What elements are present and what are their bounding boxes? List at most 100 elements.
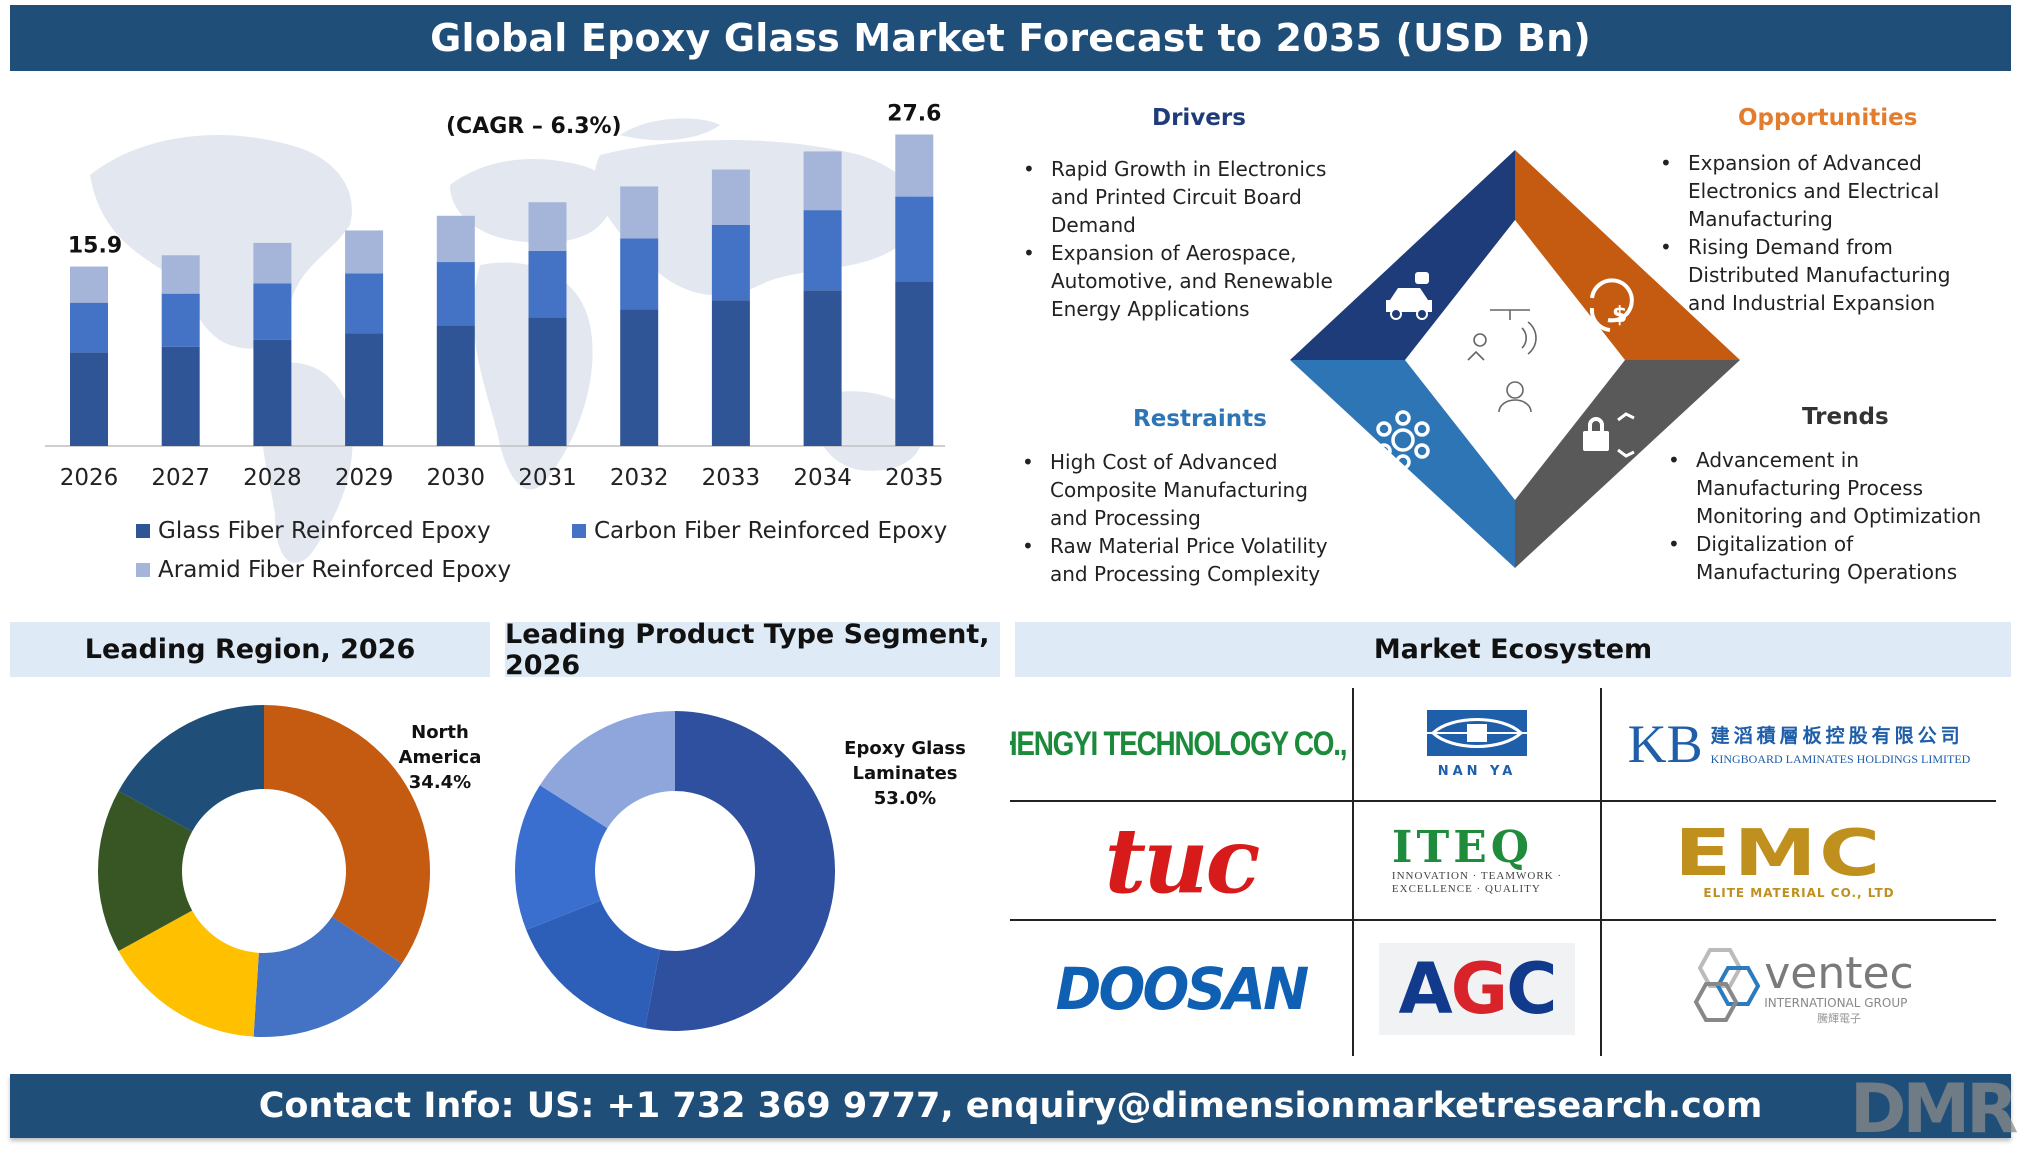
legend-label-glass: Glass Fiber Reinforced Epoxy [158,518,491,544]
legend-swatch-aramid [136,563,150,577]
restraints-item: Raw Material Price Volatility and Proces… [1022,532,1342,588]
emc-subtitle: ELITE MATERIAL CO., LTD [1703,885,1895,900]
restraints-list: High Cost of Advanced Composite Manufact… [1022,448,1342,588]
ventec-chinese-name: 騰輝電子 [1816,1011,1861,1025]
bar-segment-carbon-2026 [70,302,108,353]
bar-segment-glass-2034 [803,290,842,446]
legend-label-aramid: Aramid Fiber Reinforced Epoxy [158,557,512,583]
donut-slice [645,711,835,1031]
bar-segment-glass-2028 [253,339,292,446]
trends-list: Advancement in Manufacturing Process Mon… [1668,446,1998,586]
bar-segment-carbon-2034 [803,210,842,291]
ecosystem-grid: ⟆ SHENGYI TECHNOLOGY CO., LTD NAN YA KB … [1010,688,1996,1056]
section-leading-product-label: Leading Product Type Segment, 2026 [505,618,990,681]
bar-segment-glass-2030 [436,325,475,446]
agc-box: AGC [1379,942,1575,1035]
bar-segment-carbon-2033 [711,224,750,301]
donut-slice [253,916,402,1037]
dollar-cycle-icon: $ [1589,278,1634,332]
opportunities-item: Rising Demand from Distributed Manufactu… [1660,233,1990,317]
product-label-value: 53.0% [873,788,937,809]
product-highlight-label: Epoxy Glass Laminates 53.0% [842,736,968,811]
page-title: Global Epoxy Glass Market Forecast to 20… [430,16,1591,60]
nanya-logo: NAN YA [1354,688,1600,800]
emc-text: EMC [1674,816,1884,891]
bar-segment-carbon-2035 [895,196,934,282]
bar-segment-glass-2033 [711,300,750,446]
bar-segment-glass-2032 [620,309,659,446]
shengyi-text: SHENGYI TECHNOLOGY CO., LTD [1010,724,1352,763]
x-tick-label: 2027 [151,465,210,491]
bar-segment-glass-2029 [345,333,384,446]
section-leading-region-label: Leading Region, 2026 [84,634,416,665]
grid-divider [1010,919,1996,921]
contact-info: Contact Info: US: +1 732 369 9777, enqui… [258,1086,1763,1126]
svg-text:$: $ [1612,303,1627,328]
shengyi-wordmark: ⟆ SHENGYI TECHNOLOGY CO., LTD [1010,715,1352,773]
bar-segment-aramid-2029 [345,230,384,274]
x-tick-label: 2034 [793,465,852,491]
bar-segment-aramid-2032 [620,186,659,239]
legend-swatch-glass [136,524,150,538]
dmr-watermark-logo: DMR [1850,1070,2018,1149]
x-tick-label: 2031 [518,465,577,491]
shengyi-logo: ⟆ SHENGYI TECHNOLOGY CO., LTD [1010,688,1352,800]
donut-slice [526,900,661,1029]
section-market-ecosystem: Market Ecosystem [1015,622,2011,677]
ventec-hexagon-icon [1693,947,1761,1022]
section-market-ecosystem-label: Market Ecosystem [1373,634,1653,665]
drivers-item: Expansion of Aerospace, Automotive, and … [1023,239,1343,323]
donut-slice [515,785,608,930]
agc-logo: AGC [1354,921,1600,1056]
iteq-tagline-2: EXCELLENCE · QUALITY [1391,882,1541,895]
agc-letter-a: A [1398,947,1452,1030]
x-tick-label: 2030 [427,465,486,491]
donut-slice [118,910,259,1037]
region-highlight-label: North America 34.4% [392,720,488,795]
kingboard-logo: KB 建滔積層板控股有限公司 KINGBOARD LAMINATES HOLDI… [1602,688,1996,800]
product-label-line: Laminates [852,763,958,784]
iteq-logo: ITEQ INNOVATION · TEAMWORK · EXCELLENCE … [1354,802,1600,919]
trends-title: Trends [1802,404,1889,430]
section-leading-region: Leading Region, 2026 [10,622,490,677]
bar-segment-aramid-2035 [895,134,934,197]
header-banner: Global Epoxy Glass Market Forecast to 20… [10,5,2011,71]
restraints-quadrant [1290,360,1515,568]
section-leading-product: Leading Product Type Segment, 2026 [505,619,1000,681]
drivers-title: Drivers [1152,105,1246,131]
kb-english-name: KINGBOARD LAMINATES HOLDINGS LIMITED [1710,752,1971,766]
bar-segment-aramid-2031 [528,202,567,251]
grid-divider [1352,688,1354,1056]
bar-segment-carbon-2029 [345,273,384,334]
bar-total-label: 15.9 [68,234,122,259]
restraints-item: High Cost of Advanced Composite Manufact… [1022,448,1342,532]
bar-segment-carbon-2027 [161,293,200,347]
legend-label-carbon: Carbon Fiber Reinforced Epoxy [594,518,948,544]
opportunities-quadrant [1515,150,1740,360]
emc-logo: EMC ELITE MATERIAL CO., LTD [1602,802,1996,919]
drivers-item: Rapid Growth in Electronics and Printed … [1023,155,1343,239]
opportunities-list: Expansion of Advanced Electronics and El… [1660,149,1990,317]
bar-segment-aramid-2026 [70,266,108,303]
region-label-line: North [411,722,469,743]
lock-network-icon [1583,412,1635,458]
doosan-logo: DOOSAN [1010,921,1352,1056]
tuc-logo: tuc [1010,802,1352,919]
region-label-value: 34.4% [408,772,472,793]
nanya-emblem-icon [1427,709,1527,756]
grid-divider [1010,800,1996,802]
footer-banner: Contact Info: US: +1 732 369 9777, enqui… [10,1074,2011,1138]
tuc-text: tuc [1104,807,1261,914]
bar-segment-carbon-2030 [436,262,475,326]
bar-segment-aramid-2027 [161,255,200,294]
donut-slice [264,705,430,964]
bar-segment-aramid-2028 [253,242,292,284]
molecule-gear-icon [1376,410,1430,470]
product-label-line: Epoxy Glass [844,738,966,759]
drot-diamond: $ [1290,150,1740,568]
bar-segment-carbon-2032 [620,238,659,310]
bar-segment-aramid-2030 [436,215,475,263]
bar-total-label: 27.6 [887,102,941,127]
cagr-annotation: (CAGR – 6.3%) [446,114,622,139]
x-tick-label: 2026 [60,465,119,491]
